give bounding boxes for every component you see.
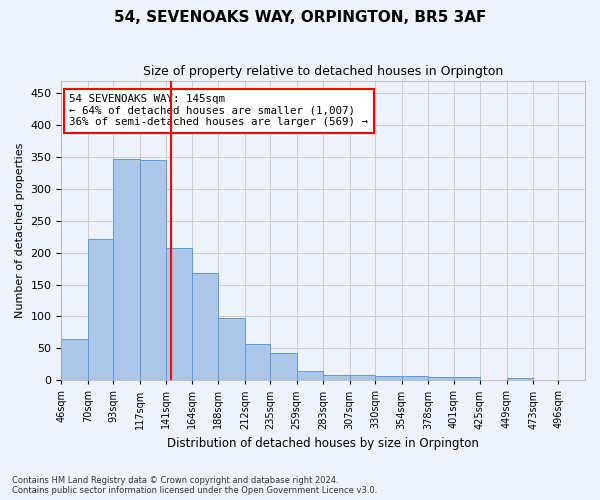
Bar [166, 248, 192, 380]
Text: 54 SEVENOAKS WAY: 145sqm
← 64% of detached houses are smaller (1,007)
36% of sem: 54 SEVENOAKS WAY: 145sqm ← 64% of detach… [69, 94, 368, 127]
Bar [140, 160, 166, 380]
Bar [323, 375, 350, 380]
Bar [245, 344, 270, 381]
Text: 54, SEVENOAKS WAY, ORPINGTON, BR5 3AF: 54, SEVENOAKS WAY, ORPINGTON, BR5 3AF [114, 10, 486, 25]
Bar [218, 318, 245, 380]
Bar [428, 377, 454, 380]
Bar [350, 375, 375, 380]
Bar [270, 353, 296, 380]
Bar [401, 376, 428, 380]
Bar [375, 376, 401, 380]
Bar [88, 238, 113, 380]
Bar [506, 378, 533, 380]
Title: Size of property relative to detached houses in Orpington: Size of property relative to detached ho… [143, 65, 503, 78]
Bar [113, 159, 140, 380]
Bar [192, 273, 218, 380]
X-axis label: Distribution of detached houses by size in Orpington: Distribution of detached houses by size … [167, 437, 479, 450]
Bar [296, 372, 323, 380]
Bar [61, 339, 88, 380]
Bar [454, 377, 480, 380]
Text: Contains HM Land Registry data © Crown copyright and database right 2024.
Contai: Contains HM Land Registry data © Crown c… [12, 476, 377, 495]
Y-axis label: Number of detached properties: Number of detached properties [15, 142, 25, 318]
